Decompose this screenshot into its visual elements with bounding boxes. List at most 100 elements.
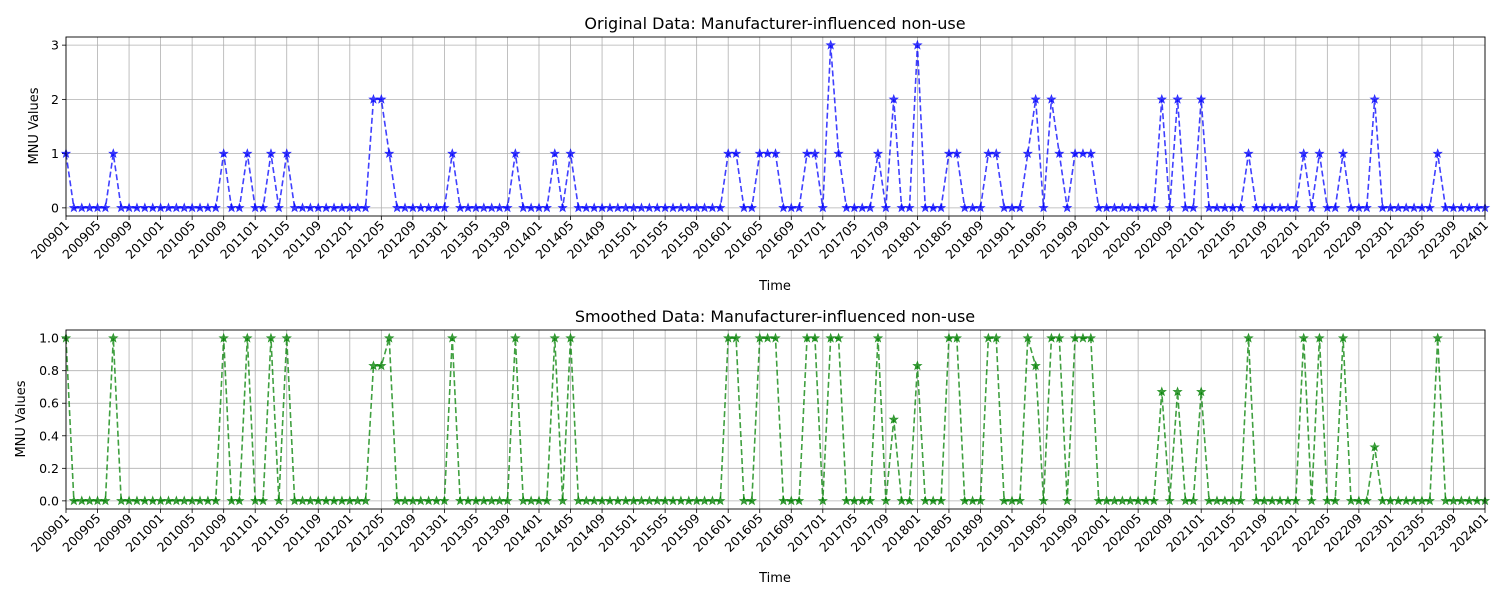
data-point (1156, 386, 1167, 397)
data-point (588, 202, 600, 213)
data-point (360, 202, 371, 213)
data-point (462, 495, 474, 506)
data-point (730, 332, 742, 343)
data-point (234, 202, 245, 213)
grid (65, 37, 1486, 216)
data-point (1306, 202, 1317, 213)
data-point (1337, 148, 1349, 159)
series-markers (60, 39, 1491, 213)
data-point (1290, 495, 1302, 506)
data-point (1077, 148, 1089, 159)
data-point (707, 202, 718, 213)
smoothed-data-panel: Smoothed Data: Manufacturer-influenced n… (14, 307, 1491, 586)
data-point (328, 495, 340, 506)
data-point (675, 495, 687, 506)
data-point (1408, 202, 1420, 213)
data-point (1298, 148, 1309, 159)
data-point (778, 202, 789, 213)
data-point (1164, 495, 1175, 506)
data-point (1061, 495, 1073, 506)
data-point (549, 148, 560, 159)
data-point (502, 202, 513, 213)
data-point (1219, 202, 1231, 213)
data-point (399, 495, 411, 506)
data-point (920, 495, 931, 506)
data-point (1377, 495, 1388, 506)
data-point (84, 495, 95, 506)
data-point (1282, 495, 1294, 506)
data-point (1054, 148, 1065, 159)
data-point (644, 202, 655, 213)
data-point (1400, 202, 1412, 213)
data-point (801, 148, 813, 159)
data-point (1196, 93, 1207, 104)
data-point (1456, 495, 1467, 506)
data-point (1440, 495, 1451, 506)
data-point (376, 93, 387, 104)
data-point (1148, 202, 1160, 213)
data-point (1140, 495, 1152, 506)
data-point (1235, 202, 1246, 213)
data-point (1203, 495, 1215, 506)
data-point (1464, 202, 1475, 213)
y-tick-label: 0.6 (39, 396, 59, 411)
data-point (715, 202, 726, 213)
data-point (1022, 148, 1033, 159)
data-point (462, 202, 474, 213)
data-point (147, 495, 158, 506)
data-point (864, 202, 876, 213)
data-point (770, 148, 781, 159)
data-point (975, 202, 986, 213)
y-tick-label: 1 (51, 146, 59, 161)
data-point (257, 495, 269, 506)
data-point (478, 202, 490, 213)
data-point (1156, 93, 1167, 104)
data-point (715, 495, 726, 506)
data-point (510, 148, 521, 159)
data-point (880, 495, 892, 506)
data-point (1408, 495, 1420, 506)
data-point (360, 495, 371, 506)
chart-title: Smoothed Data: Manufacturer-influenced n… (575, 307, 975, 326)
data-point (675, 202, 687, 213)
data-point (793, 202, 805, 213)
data-point (1109, 202, 1120, 213)
data-point (289, 202, 300, 213)
data-point (1109, 495, 1120, 506)
data-point (1471, 495, 1483, 506)
data-point (667, 495, 679, 506)
data-point (825, 39, 836, 50)
data-point (1038, 495, 1049, 506)
data-point (447, 332, 458, 343)
data-point (557, 202, 568, 213)
data-point (218, 332, 229, 343)
data-point (289, 495, 300, 506)
data-point (1235, 495, 1246, 506)
data-point (202, 202, 214, 213)
data-point (1314, 148, 1325, 159)
data-point (1456, 202, 1467, 213)
data-point (573, 202, 584, 213)
data-point (857, 202, 868, 213)
data-point (352, 202, 363, 213)
series-line (65, 337, 1485, 502)
data-point (171, 202, 182, 213)
data-point (210, 495, 221, 506)
data-point (494, 202, 505, 213)
data-point (68, 202, 80, 213)
data-point (1314, 332, 1325, 343)
grid (65, 330, 1486, 509)
series-line (65, 45, 1485, 209)
data-point (1046, 93, 1057, 104)
data-point (1030, 93, 1041, 104)
data-point (265, 148, 277, 159)
data-point (1345, 202, 1357, 213)
data-point (581, 495, 592, 506)
data-point (423, 202, 434, 213)
data-point (864, 495, 876, 506)
x-ticks: 2009012009052009092010012010052010092011… (28, 216, 1491, 262)
data-point (1432, 332, 1443, 343)
data-point (1345, 495, 1357, 506)
data-point (730, 148, 742, 159)
data-point (1251, 202, 1262, 213)
